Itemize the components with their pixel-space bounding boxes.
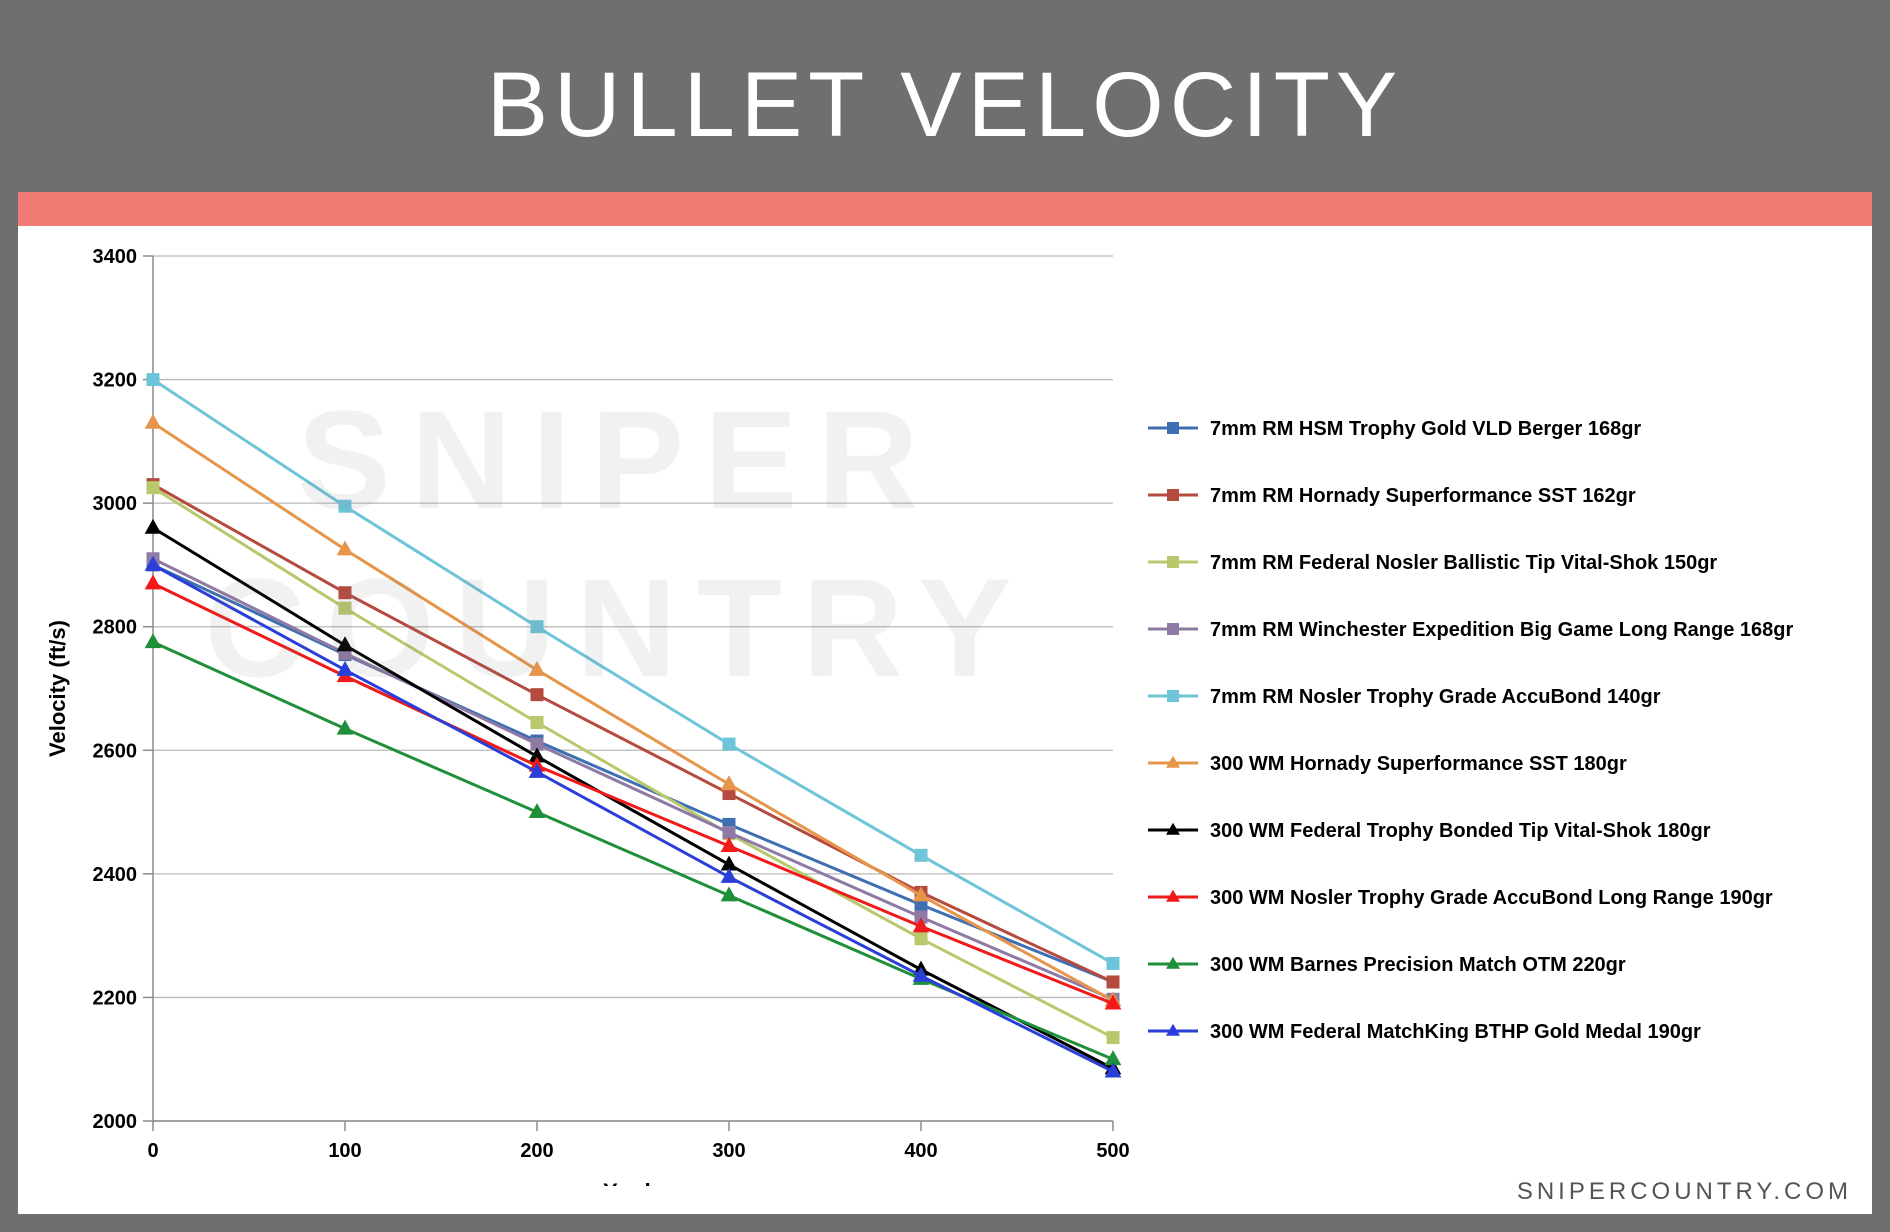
svg-text:2400: 2400 — [93, 864, 138, 886]
svg-text:2600: 2600 — [93, 740, 138, 762]
chart-frame: BULLET VELOCITY SNIPER COUNTRY 200022002… — [0, 0, 1890, 1232]
legend-label: 7mm RM HSM Trophy Gold VLD Berger 168gr — [1210, 416, 1641, 443]
legend-swatch — [1148, 887, 1198, 907]
legend-label: 300 WM Federal MatchKing BTHP Gold Medal… — [1210, 1019, 1701, 1046]
svg-text:Yards: Yards — [603, 1179, 663, 1186]
legend-item: 7mm RM Hornady Superformance SST 162gr — [1148, 483, 1868, 510]
legend-label: 300 WM Nosler Trophy Grade AccuBond Long… — [1210, 885, 1773, 912]
legend-label: 300 WM Barnes Precision Match OTM 220gr — [1210, 952, 1626, 979]
svg-text:0: 0 — [147, 1140, 158, 1162]
legend-label: 7mm RM Federal Nosler Ballistic Tip Vita… — [1210, 550, 1717, 577]
legend-item: 300 WM Barnes Precision Match OTM 220gr — [1148, 952, 1868, 979]
svg-text:3400: 3400 — [93, 246, 138, 268]
svg-text:2800: 2800 — [93, 617, 138, 639]
svg-text:3000: 3000 — [93, 493, 138, 515]
svg-text:2000: 2000 — [93, 1111, 138, 1133]
svg-text:3200: 3200 — [93, 370, 138, 392]
accent-bar — [18, 192, 1872, 226]
legend-label: 300 WM Federal Trophy Bonded Tip Vital-S… — [1210, 818, 1710, 845]
legend-item: 300 WM Hornady Superformance SST 180gr — [1148, 751, 1868, 778]
credit-text: SNIPERCOUNTRY.COM — [1517, 1178, 1852, 1206]
svg-text:100: 100 — [328, 1140, 361, 1162]
legend-label: 7mm RM Winchester Expedition Big Game Lo… — [1210, 617, 1793, 644]
legend-item: 300 WM Federal MatchKing BTHP Gold Medal… — [1148, 1019, 1868, 1046]
legend-swatch — [1148, 686, 1198, 706]
legend-item: 300 WM Federal Trophy Bonded Tip Vital-S… — [1148, 818, 1868, 845]
legend-swatch — [1148, 619, 1198, 639]
legend-label: 7mm RM Hornady Superformance SST 162gr — [1210, 483, 1636, 510]
chart-legend: 7mm RM HSM Trophy Gold VLD Berger 168gr 7… — [1148, 416, 1868, 1086]
legend-item: 7mm RM Winchester Expedition Big Game Lo… — [1148, 617, 1868, 644]
svg-text:400: 400 — [904, 1140, 937, 1162]
header-bar: BULLET VELOCITY — [18, 18, 1872, 192]
legend-item: 7mm RM HSM Trophy Gold VLD Berger 168gr — [1148, 416, 1868, 443]
svg-text:200: 200 — [520, 1140, 553, 1162]
legend-swatch — [1148, 820, 1198, 840]
legend-swatch — [1148, 552, 1198, 572]
legend-label: 7mm RM Nosler Trophy Grade AccuBond 140g… — [1210, 684, 1660, 711]
legend-swatch — [1148, 485, 1198, 505]
legend-item: 7mm RM Federal Nosler Ballistic Tip Vita… — [1148, 550, 1868, 577]
svg-text:2200: 2200 — [93, 987, 138, 1009]
page-title: BULLET VELOCITY — [487, 53, 1404, 158]
svg-text:300: 300 — [712, 1140, 745, 1162]
legend-label: 300 WM Hornady Superformance SST 180gr — [1210, 751, 1627, 778]
legend-swatch — [1148, 1021, 1198, 1041]
svg-text:Velocity (ft/s): Velocity (ft/s) — [45, 620, 70, 757]
legend-item: 300 WM Nosler Trophy Grade AccuBond Long… — [1148, 885, 1868, 912]
legend-swatch — [1148, 954, 1198, 974]
svg-text:500: 500 — [1096, 1140, 1129, 1162]
chart-container: SNIPER COUNTRY 2000220024002600280030003… — [18, 226, 1872, 1214]
legend-item: 7mm RM Nosler Trophy Grade AccuBond 140g… — [1148, 684, 1868, 711]
legend-swatch — [1148, 753, 1198, 773]
legend-swatch — [1148, 418, 1198, 438]
